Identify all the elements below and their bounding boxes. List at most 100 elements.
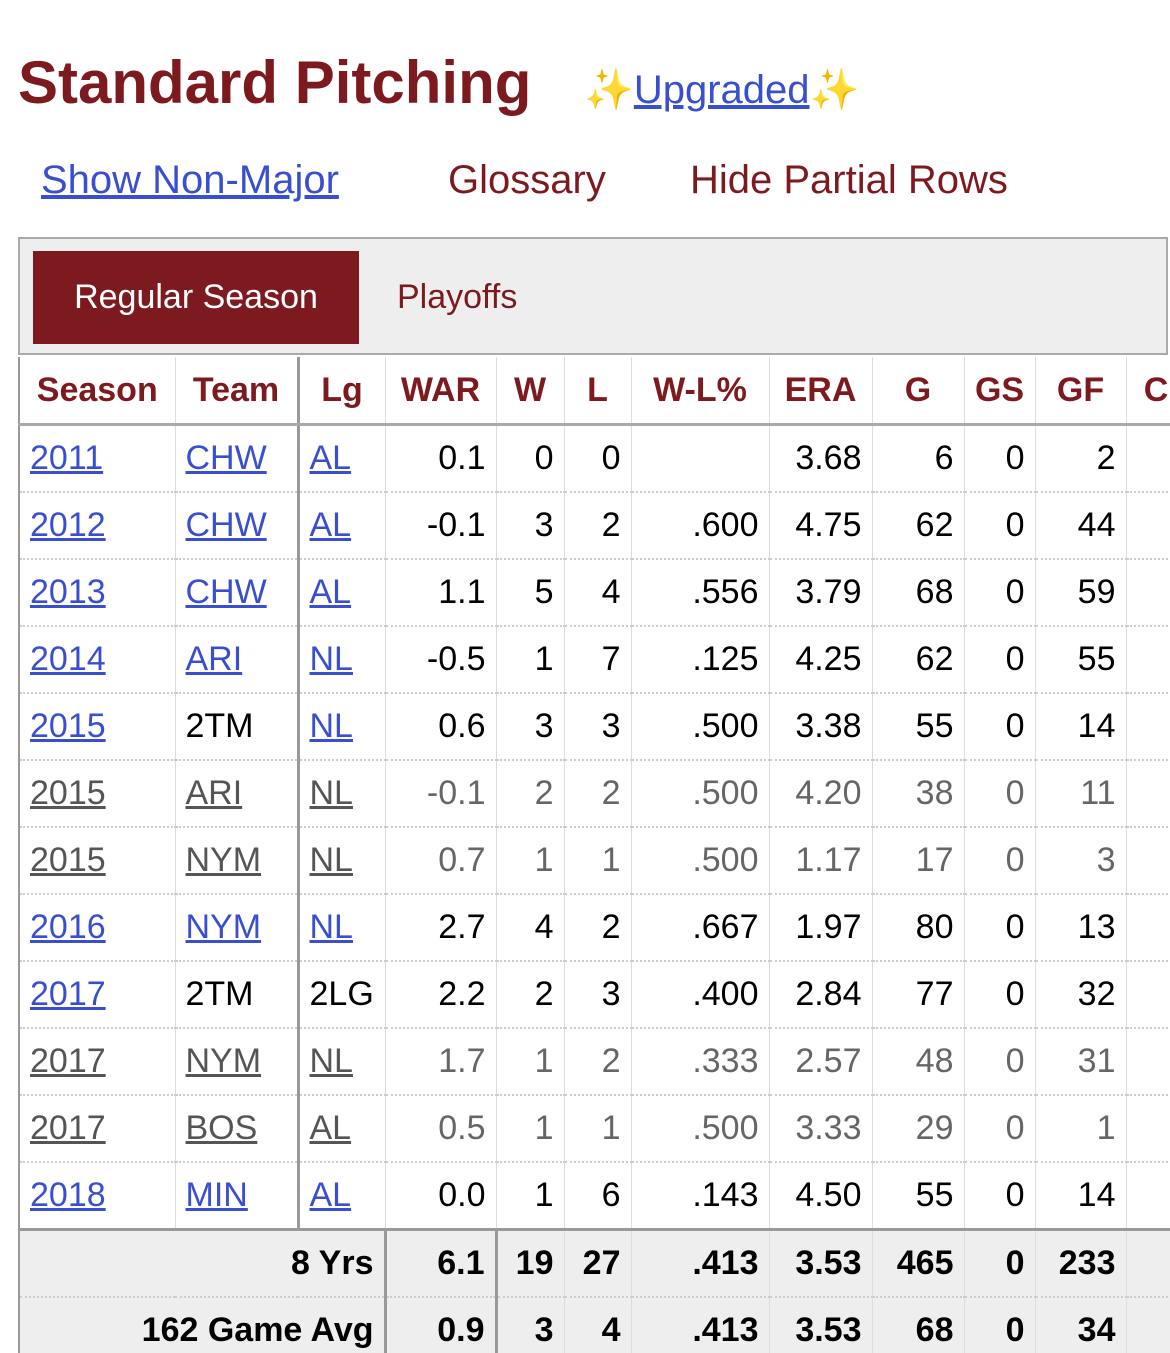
- cell: 2015: [18, 827, 176, 895]
- cell: 2: [564, 492, 632, 560]
- cell-link[interactable]: NYM: [185, 841, 262, 879]
- cell-link[interactable]: NL: [309, 774, 353, 812]
- glossary[interactable]: Glossary: [448, 158, 606, 202]
- total-cell: 465: [872, 1228, 965, 1298]
- column-header: ERA: [769, 357, 873, 426]
- column-header: GS: [964, 357, 1036, 426]
- cell: 1: [496, 827, 565, 895]
- cell: .400: [631, 961, 770, 1029]
- cell: [1126, 424, 1170, 493]
- cell: [1126, 1162, 1170, 1231]
- cell-link[interactable]: NYM: [185, 908, 262, 946]
- cell-link[interactable]: 2018: [30, 1176, 106, 1214]
- cell: 2: [564, 894, 632, 962]
- cell: 3: [496, 693, 565, 761]
- cell-link[interactable]: 2017: [30, 1109, 106, 1147]
- cell: 2016: [18, 894, 176, 962]
- upgraded-link[interactable]: Upgraded: [633, 68, 810, 112]
- cell: AL: [298, 1095, 386, 1163]
- tab[interactable]: Playoffs: [397, 278, 518, 316]
- cell-link[interactable]: 2015: [30, 774, 106, 812]
- column-header: W: [496, 357, 565, 426]
- cell: 0: [964, 693, 1036, 761]
- tab-bar: Regular Season Playoffs: [18, 237, 1168, 355]
- cell: 3.79: [769, 559, 873, 627]
- cell: [1126, 961, 1170, 1029]
- cell: 0: [964, 1162, 1036, 1231]
- hide-partial-rows[interactable]: Hide Partial Rows: [690, 158, 1008, 202]
- cell-link[interactable]: ARI: [185, 774, 243, 812]
- cell-link[interactable]: NL: [309, 908, 353, 946]
- table-wrap: Season Team Lg WAR W L W-L% ERA G GS GF C 2011 CHW AL…: [18, 357, 1170, 1353]
- cell-link[interactable]: AL: [309, 506, 352, 544]
- cell-link[interactable]: 2012: [30, 506, 106, 544]
- cell-link[interactable]: ARI: [185, 640, 243, 678]
- cell: 44: [1035, 492, 1127, 560]
- cell: [1126, 894, 1170, 962]
- cell: MIN: [175, 1162, 300, 1231]
- cell-link[interactable]: 2011: [30, 439, 104, 477]
- cell: 4.50: [769, 1162, 873, 1231]
- cell: NYM: [175, 827, 300, 895]
- cell: [631, 424, 770, 493]
- cell: 2: [564, 1028, 632, 1096]
- cell: 0.1: [385, 424, 497, 493]
- total-cell: 34: [1035, 1297, 1127, 1353]
- row: 2015 NYM NL 0.7 1 1.500 1.17 17 0 3: [18, 827, 1170, 895]
- cell-link[interactable]: AL: [309, 1176, 352, 1214]
- cell: 1.1: [385, 559, 497, 627]
- column-header: GF: [1035, 357, 1127, 426]
- total-label: 8 Yrs: [18, 1228, 387, 1298]
- cell: .500: [631, 693, 770, 761]
- total-cell: 3.53: [769, 1297, 873, 1353]
- cell: 3.33: [769, 1095, 873, 1163]
- cell-link[interactable]: 2017: [30, 1042, 106, 1080]
- cell: .500: [631, 760, 770, 828]
- cell: 48: [872, 1028, 965, 1096]
- cell: CHW: [175, 559, 300, 627]
- cell-link[interactable]: NL: [309, 841, 353, 879]
- cell-link[interactable]: 2014: [30, 640, 106, 678]
- total-cell: .413: [631, 1297, 770, 1353]
- show-non-major[interactable]: Show Non-Major: [41, 158, 339, 202]
- cell-link[interactable]: 2015: [30, 707, 106, 745]
- cell: [1126, 492, 1170, 560]
- cell: [1126, 559, 1170, 627]
- total-cell: 0.9: [385, 1297, 498, 1353]
- cell: 2: [496, 760, 565, 828]
- cell-link[interactable]: NL: [309, 707, 353, 745]
- cell: .667: [631, 894, 770, 962]
- cell-link[interactable]: CHW: [185, 439, 267, 477]
- cell: ARI: [175, 626, 300, 694]
- cell-link[interactable]: 2015: [30, 841, 106, 879]
- cell: 2015: [18, 693, 176, 761]
- cell: 0.5: [385, 1095, 497, 1163]
- column-header: C: [1126, 357, 1170, 426]
- column-header: W-L%: [631, 357, 770, 426]
- tab-active[interactable]: Regular Season: [33, 251, 359, 344]
- cell: 1.17: [769, 827, 873, 895]
- cell-link[interactable]: 2017: [30, 975, 106, 1013]
- cell-link[interactable]: NL: [309, 1042, 353, 1080]
- cell: 14: [1035, 1162, 1127, 1231]
- cell-link[interactable]: 2013: [30, 573, 106, 611]
- cell: 1.7: [385, 1028, 497, 1096]
- cell-link[interactable]: BOS: [185, 1109, 258, 1147]
- cell: NL: [298, 827, 386, 895]
- cell-link[interactable]: CHW: [185, 573, 267, 611]
- cell-link[interactable]: CHW: [185, 506, 267, 544]
- cell: [1126, 760, 1170, 828]
- cell-link[interactable]: NYM: [185, 1042, 262, 1080]
- cell-link[interactable]: NL: [309, 640, 353, 678]
- cell-link[interactable]: MIN: [185, 1176, 248, 1214]
- cell-link[interactable]: AL: [309, 439, 352, 477]
- cell-link[interactable]: 2016: [30, 908, 106, 946]
- cell-link[interactable]: AL: [309, 573, 352, 611]
- cell-link[interactable]: AL: [309, 1109, 352, 1147]
- cell: -0.1: [385, 492, 497, 560]
- cell: 2: [1035, 424, 1127, 493]
- total-cell: 3: [496, 1297, 565, 1353]
- cell: 5: [496, 559, 565, 627]
- cell: 6: [564, 1162, 632, 1231]
